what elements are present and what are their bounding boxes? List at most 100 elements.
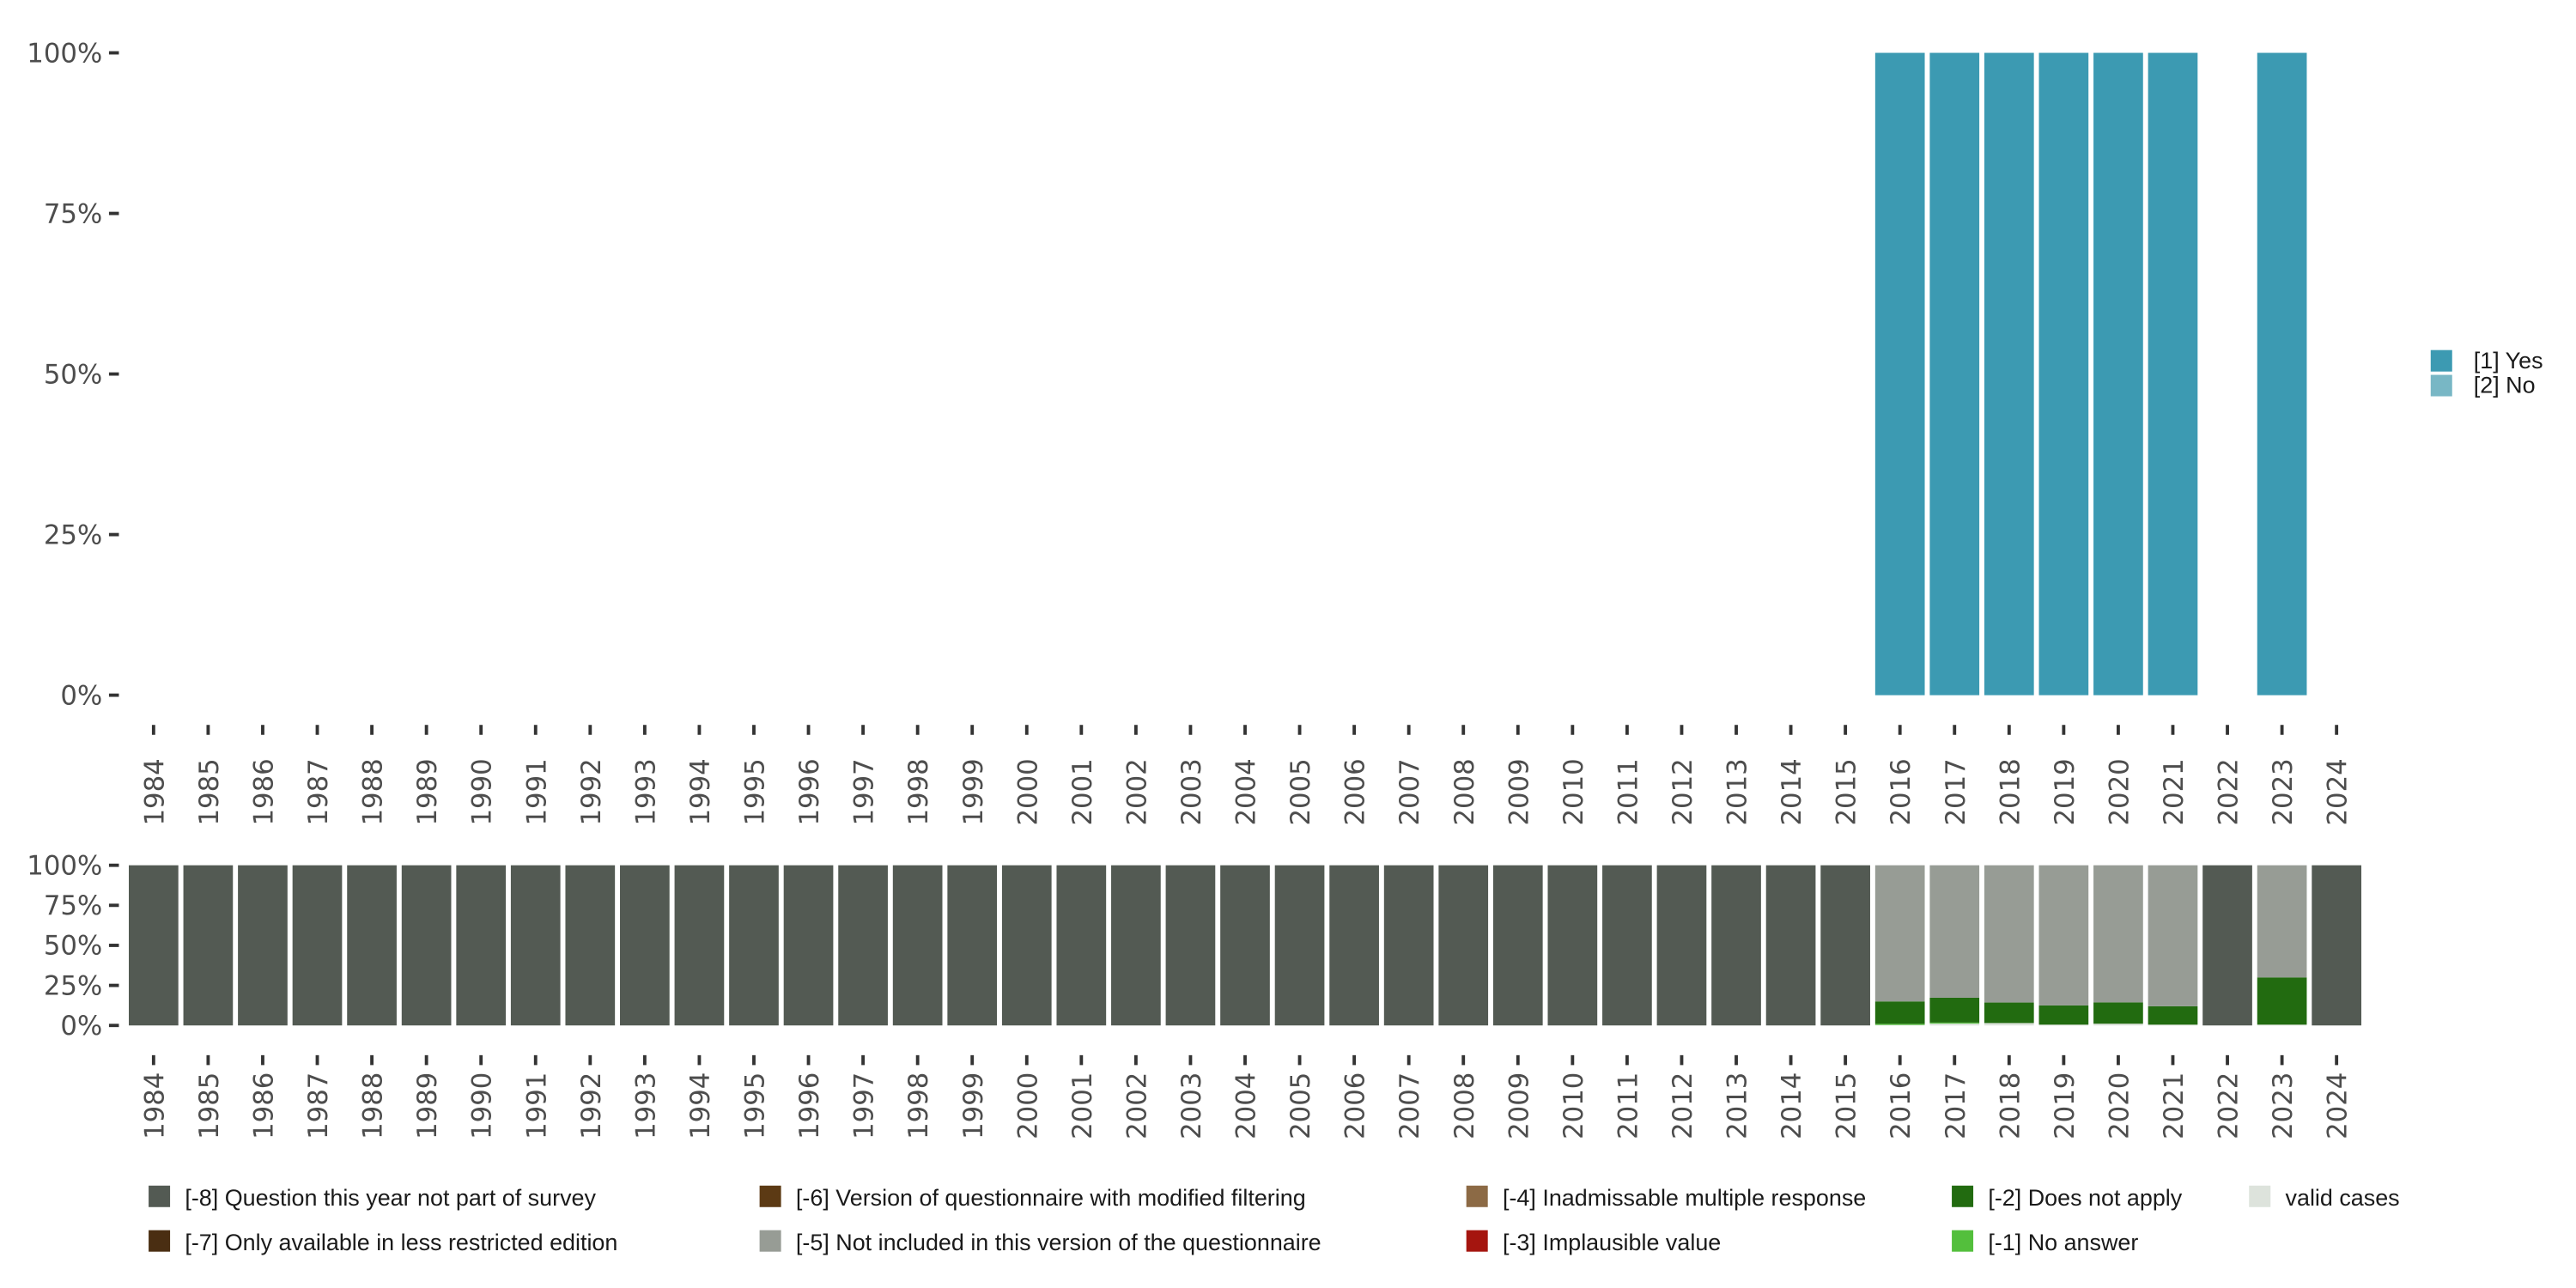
x-tick-label: 1989 [412, 1072, 443, 1139]
bar-segment [510, 865, 561, 1026]
x-tick-label: 2011 [1613, 1072, 1643, 1139]
legend-swatch [2430, 374, 2452, 397]
bar-segment [1820, 865, 1870, 1026]
legend-label: [-7] Only available in less restricted e… [185, 1230, 617, 1255]
x-tick-label: 2003 [1176, 758, 1207, 825]
bar-segment [2038, 1024, 2089, 1026]
x-tick-label: 1988 [358, 758, 389, 825]
x-tick-label: 1987 [303, 1072, 334, 1139]
y-tick-label: 75% [44, 198, 102, 229]
x-tick-label: 1993 [630, 758, 661, 825]
x-tick-label: 1997 [849, 1072, 880, 1139]
bar-segment [1984, 865, 2034, 1003]
bar-segment [1874, 1024, 1925, 1026]
x-tick-label: 1996 [794, 758, 825, 825]
bar-segment [892, 865, 943, 1026]
bar-segment [1765, 865, 1816, 1026]
x-tick-label: 2010 [1558, 758, 1589, 825]
y-tick-label: 0% [60, 680, 102, 711]
bar-segment [1711, 865, 1761, 1026]
x-tick-label: 1994 [685, 1072, 716, 1139]
bar-segment [2038, 1005, 2089, 1025]
bar-segment [2257, 865, 2307, 978]
bar-segment [1874, 1001, 1925, 1024]
x-tick-label: 2019 [2050, 758, 2081, 825]
bar-segment [1656, 865, 1707, 1026]
y-tick-label: 0% [60, 1011, 102, 1042]
legend-swatch [2430, 349, 2452, 372]
x-tick-label: 2000 [1012, 758, 1043, 825]
legend-swatch [1952, 1185, 1974, 1207]
x-tick-label: 2002 [1121, 1072, 1152, 1139]
x-tick-label: 1985 [194, 758, 225, 825]
legend-label: [-1] No answer [1988, 1230, 2138, 1255]
x-tick-label: 2017 [1941, 758, 1971, 825]
bar-segment [2202, 865, 2252, 1026]
x-tick-label: 2013 [1722, 1072, 1753, 1139]
bar-segment [2093, 865, 2143, 1003]
x-tick-label: 1999 [958, 758, 989, 825]
bar-segment [1547, 865, 1598, 1026]
top-chart-panel: 0% 25% 50% 75% 100% 1984 1985 1986 1987 1988 1989 1… [27, 38, 2353, 825]
legend-swatch [759, 1230, 781, 1252]
legend-swatch [2249, 1185, 2271, 1207]
x-tick-label: 1987 [303, 758, 334, 825]
x-tick-label: 1985 [194, 1072, 225, 1139]
bar-segment [2148, 52, 2198, 696]
bar-segment [183, 865, 234, 1026]
x-tick-label: 2008 [1449, 1072, 1480, 1139]
bar-segment [1929, 865, 1980, 998]
x-tick-label: 1986 [249, 758, 280, 825]
x-tick-label: 1998 [903, 758, 934, 825]
bar-segment [1874, 52, 1925, 696]
bar-segment [401, 865, 452, 1026]
bar-segment [1056, 865, 1107, 1026]
x-tick-label: 2024 [2323, 1072, 2354, 1139]
bar-segment [729, 865, 779, 1026]
x-tick-label: 2014 [1777, 1072, 1807, 1139]
bar-segment [2148, 865, 2198, 1006]
x-tick-label: 2000 [1012, 1072, 1043, 1139]
x-tick-label: 1991 [521, 1072, 552, 1139]
bar-segment [565, 865, 616, 1026]
bar-segment [2148, 1024, 2198, 1026]
x-tick-label: 1986 [249, 1072, 280, 1139]
x-tick-label: 2020 [2104, 758, 2135, 825]
x-tick-label: 1990 [467, 1072, 498, 1139]
bar-segment [2038, 865, 2089, 1005]
x-tick-label: 2006 [1340, 758, 1371, 825]
x-tick-label: 2001 [1067, 1072, 1098, 1139]
legend-label: [2] No [2474, 373, 2536, 398]
bar-segment [674, 865, 725, 1026]
x-tick-label: 2002 [1121, 758, 1152, 825]
bar-segment [2093, 1024, 2143, 1026]
legend-label: [-5] Not included in this version of the… [796, 1230, 1321, 1255]
bar-segment [1383, 865, 1434, 1026]
bar-segment [292, 865, 343, 1026]
legend-label: [-3] Implausible value [1503, 1230, 1721, 1255]
x-tick-label: 1994 [685, 758, 716, 825]
y-tick-label: 100% [27, 38, 102, 69]
bar-segment [1929, 1023, 1980, 1026]
x-tick-label: 2012 [1668, 1072, 1698, 1139]
bar-segment [2312, 865, 2361, 1026]
bar-segment [238, 865, 288, 1026]
x-tick-label: 2024 [2323, 758, 2354, 825]
bar-segment [1984, 1023, 2034, 1026]
bar-segment [1929, 52, 1980, 696]
x-tick-label: 2012 [1668, 758, 1698, 825]
bottom-chart-panel: 0% 25% 50% 75% 100% 1984 1985 1986 1987 1988 1989 1… [27, 850, 2361, 1139]
bar-segment [1329, 865, 1379, 1026]
x-tick-label: 1989 [412, 758, 443, 825]
bar-segment [2257, 1024, 2307, 1026]
bar-segment [783, 865, 834, 1026]
legend-label: [1] Yes [2474, 348, 2543, 374]
bar-segment [1438, 865, 1489, 1026]
bar-segment [456, 865, 507, 1026]
bar-segment [1220, 865, 1270, 1026]
legend-label: valid cases [2286, 1185, 2400, 1211]
x-tick-label: 1999 [958, 1072, 989, 1139]
y-tick-label: 50% [44, 931, 102, 962]
x-tick-label: 1996 [794, 1072, 825, 1139]
